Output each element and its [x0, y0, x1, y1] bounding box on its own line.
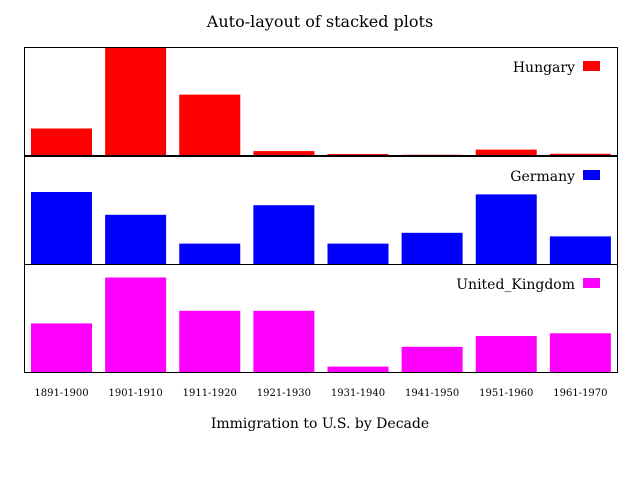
- bar-hungary-1961-1970: [549, 153, 611, 155]
- bar-united_kingdom-1961-1970: [549, 333, 611, 372]
- x-tick-label: 1941-1950: [405, 388, 459, 399]
- panel-germany: Germany: [24, 156, 618, 265]
- panel-frame: [24, 47, 618, 156]
- chart-panels: Hungary Germany United_Kingdom: [24, 47, 618, 373]
- bar-united_kingdom-1921-1930: [253, 310, 315, 372]
- bar-united_kingdom-1911-1920: [179, 310, 241, 372]
- legend-label-hungary: Hungary: [513, 60, 575, 76]
- legend-label-germany: Germany: [510, 169, 575, 185]
- bar-hungary-1901-1910: [105, 47, 167, 155]
- bar-germany-1961-1970: [549, 236, 611, 264]
- bar-hungary-1931-1940: [327, 154, 389, 155]
- bar-united_kingdom-1941-1950: [401, 346, 463, 372]
- bar-hungary-1921-1930: [253, 151, 315, 155]
- bar-germany-1941-1950: [401, 232, 463, 264]
- bar-hungary-1891-1900: [31, 128, 92, 155]
- x-axis-ticks: 1891-1900 1901-1910 1911-1920 1921-1930 1931…: [34, 388, 607, 399]
- bar-united_kingdom-1931-1940: [327, 366, 389, 372]
- bar-hungary-1911-1920: [179, 94, 241, 155]
- legend-swatch-hungary: [583, 61, 600, 71]
- legend-label-united_kingdom: United_Kingdom: [456, 277, 575, 293]
- chart-title: Auto-layout of stacked plots: [206, 12, 433, 31]
- bar-germany-1931-1940: [327, 243, 389, 264]
- x-tick-label: 1901-1910: [108, 388, 162, 399]
- bar-germany-1901-1910: [105, 214, 167, 264]
- bar-germany-1911-1920: [179, 243, 241, 264]
- x-tick-label: 1931-1940: [331, 388, 385, 399]
- legend-swatch-germany: [583, 170, 600, 180]
- x-tick-label: 1961-1970: [553, 388, 607, 399]
- x-tick-label: 1921-1930: [257, 388, 311, 399]
- panel-frame: [24, 264, 618, 373]
- bar-germany-1891-1900: [31, 192, 92, 264]
- bar-united_kingdom-1951-1960: [475, 336, 537, 372]
- x-tick-label: 1891-1900: [34, 388, 88, 399]
- x-tick-label: 1951-1960: [479, 388, 533, 399]
- bar-hungary-1951-1960: [475, 149, 537, 155]
- x-tick-label: 1911-1920: [183, 388, 237, 399]
- bar-united_kingdom-1891-1900: [31, 323, 92, 372]
- bar-germany-1951-1960: [475, 194, 537, 264]
- panel-hungary: Hungary: [24, 47, 618, 156]
- bar-germany-1921-1930: [253, 205, 315, 264]
- bar-united_kingdom-1901-1910: [105, 277, 167, 372]
- x-axis-label: Immigration to U.S. by Decade: [211, 416, 429, 432]
- panel-united_kingdom: United_Kingdom: [24, 264, 618, 373]
- legend-swatch-united_kingdom: [583, 278, 600, 288]
